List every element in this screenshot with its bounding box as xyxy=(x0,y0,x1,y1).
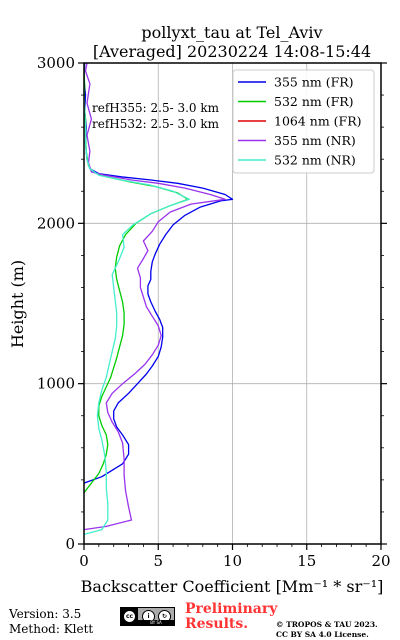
axis-ticks: 0 5 10 15 20 0 1000 2000 3000 xyxy=(37,54,391,570)
cc-license-badge: cc i ↻ BY SA xyxy=(120,607,175,626)
x-tick-label: 15 xyxy=(297,552,316,570)
copyright-notice: © TROPOS & TAU 2023. CC BY SA 4.0 Licens… xyxy=(276,620,378,640)
y-axis-label: Height (m) xyxy=(8,260,27,348)
preliminary-line-1: Preliminary xyxy=(185,601,278,617)
version-label: Version: 3.5 xyxy=(9,607,82,621)
x-tick-label: 0 xyxy=(79,552,89,570)
plot-lines xyxy=(84,63,234,536)
series-line-4 xyxy=(84,63,226,531)
chart-title: pollyxt_tau at Tel_Aviv xyxy=(141,23,322,42)
legend-label: 355 nm (NR) xyxy=(274,133,356,148)
x-tick-label: 20 xyxy=(371,552,390,570)
legend-box xyxy=(232,69,375,174)
cc-icon: cc xyxy=(123,610,136,623)
legend-label: 532 nm (FR) xyxy=(274,94,354,109)
ref-height-355-label: refH355: 2.5- 3.0 km xyxy=(92,101,220,115)
y-tick-label: 1000 xyxy=(37,375,75,393)
method-label: Method: Klett xyxy=(9,622,94,636)
preliminary-notice: Preliminary Results. xyxy=(185,602,277,632)
legend-label: 1064 nm (FR) xyxy=(274,114,362,129)
x-axis-label: Backscatter Coefficient [Mm⁻¹ * sr⁻¹] xyxy=(81,577,384,596)
series-line-5 xyxy=(84,63,191,536)
y-tick-label: 2000 xyxy=(37,214,75,232)
ref-height-532-label: refH532: 2.5- 3.0 km xyxy=(92,117,220,131)
legend-label: 355 nm (FR) xyxy=(274,75,354,90)
legend: 355 nm (FR) 532 nm (FR) 1064 nm (FR) 355 nm… xyxy=(232,69,375,174)
copyright-line-2: CC BY SA 4.0 License. xyxy=(276,630,369,639)
preliminary-line-2: Results. xyxy=(185,616,249,632)
sa-icon: ↻ xyxy=(158,610,171,623)
cc-badge-text: BY SA xyxy=(138,620,174,625)
y-tick-label: 3000 xyxy=(37,54,75,72)
copyright-line-1: © TROPOS & TAU 2023. xyxy=(276,620,378,629)
chart-subtitle: [Averaged] 20230224 14:08-15:44 xyxy=(93,42,371,61)
x-tick-label: 10 xyxy=(223,552,242,570)
x-tick-label: 5 xyxy=(153,552,163,570)
y-tick-label: 0 xyxy=(65,535,75,553)
legend-label: 532 nm (NR) xyxy=(274,153,356,168)
